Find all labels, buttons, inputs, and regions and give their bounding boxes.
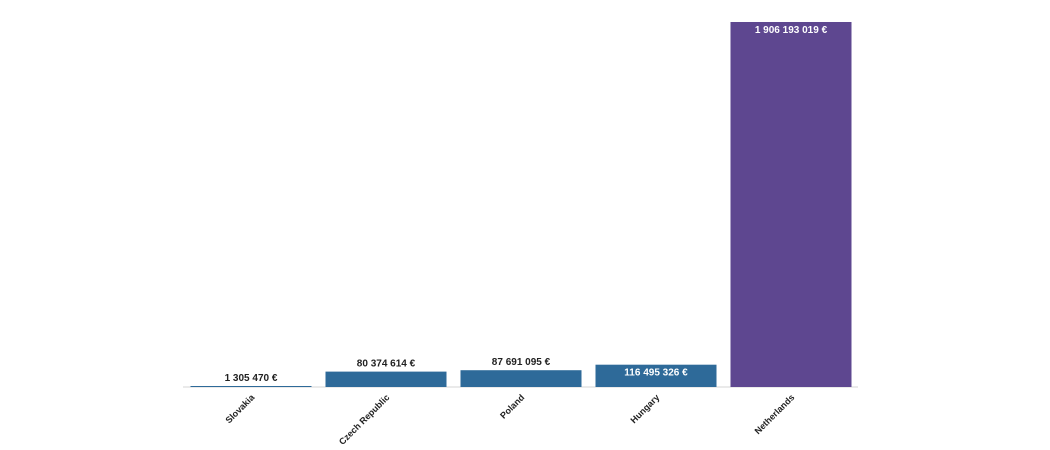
x-tick-label: Slovakia — [224, 392, 258, 426]
bar-netherlands — [730, 22, 852, 387]
data-label: 1 906 193 019 € — [755, 25, 828, 36]
data-label: 116 495 326 € — [624, 368, 688, 379]
data-label: 80 374 614 € — [357, 359, 416, 370]
x-tick-label: Poland — [498, 392, 526, 420]
x-tick-label: Netherlands — [753, 392, 797, 436]
bar-hungary — [595, 364, 717, 387]
x-tick-label: Hungary — [629, 392, 662, 425]
bar-czech-republic — [325, 371, 447, 387]
bar-poland — [460, 370, 582, 387]
x-tick-label: Czech Republic — [337, 392, 391, 446]
data-label: 1 305 470 € — [225, 373, 278, 384]
data-label: 87 691 095 € — [492, 357, 551, 368]
bar-slovakia — [190, 386, 312, 387]
